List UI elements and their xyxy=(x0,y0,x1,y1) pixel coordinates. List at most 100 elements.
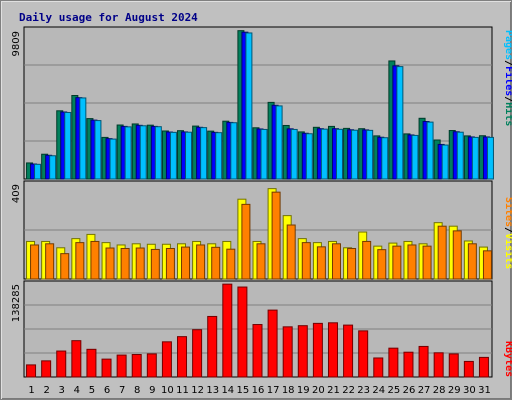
x-tick-label: 12 xyxy=(191,385,204,396)
bar-pages xyxy=(260,128,268,180)
bar-kbytes xyxy=(418,345,429,378)
x-tick-label: 19 xyxy=(297,385,310,396)
bar-kbytes xyxy=(282,326,293,378)
bar-kbytes xyxy=(448,353,459,378)
x-tick-label: 21 xyxy=(327,385,340,396)
bar-sites xyxy=(392,245,402,280)
bar-sites xyxy=(241,203,251,280)
bar-pages xyxy=(320,128,328,180)
bar-sites xyxy=(377,249,387,280)
legend-entry: Files xyxy=(503,66,512,96)
bar-kbytes xyxy=(116,354,127,378)
bar-pages xyxy=(169,131,177,180)
bar-kbytes xyxy=(237,286,248,378)
legend: Sites/Visits xyxy=(503,197,512,269)
bar-kbytes xyxy=(327,322,338,378)
bar-sites xyxy=(362,240,372,280)
bar-pages xyxy=(441,144,449,180)
bar-pages xyxy=(64,111,72,180)
bar-sites xyxy=(437,225,447,280)
bar-pages xyxy=(245,32,253,180)
bar-sites xyxy=(482,250,492,280)
y-max-label: 409 xyxy=(11,184,22,203)
chart-title: Daily usage for August 2024 xyxy=(19,11,198,24)
bar-sites xyxy=(407,244,417,280)
bar-kbytes xyxy=(312,322,323,378)
bar-pages xyxy=(139,125,147,180)
x-tick-label: 25 xyxy=(388,385,401,396)
bar-pages xyxy=(215,132,223,180)
x-tick-label: 10 xyxy=(161,385,174,396)
bar-pages xyxy=(154,126,162,180)
x-tick-label: 28 xyxy=(433,385,446,396)
x-tick-label: 8 xyxy=(134,385,140,396)
bar-kbytes xyxy=(131,354,142,378)
bar-sites xyxy=(181,246,191,280)
bar-kbytes xyxy=(222,283,233,378)
x-tick-label: 17 xyxy=(267,385,280,396)
bar-pages xyxy=(305,133,313,180)
x-tick-label: 7 xyxy=(119,385,125,396)
panel-visits-sites: 409 Sites/Visits xyxy=(11,180,512,280)
bar-kbytes xyxy=(297,325,308,378)
bar-pages xyxy=(411,134,419,180)
bar-kbytes xyxy=(207,315,218,378)
x-tick-label: 16 xyxy=(252,385,265,396)
x-tick-label: 23 xyxy=(357,385,370,396)
bar-pages xyxy=(49,155,57,180)
bar-sites xyxy=(165,247,175,280)
x-tick-label: 14 xyxy=(221,385,234,396)
bar-kbytes xyxy=(478,356,489,378)
bar-kbytes xyxy=(252,324,263,378)
bar-kbytes xyxy=(86,348,97,378)
bar-pages xyxy=(426,121,434,180)
x-tick-label: 27 xyxy=(418,385,431,396)
bar-kbytes xyxy=(26,364,37,378)
bar-sites xyxy=(347,247,357,280)
bar-pages xyxy=(79,97,87,180)
x-tick-label: 11 xyxy=(176,385,189,396)
x-tick-label: 9 xyxy=(149,385,155,396)
bar-pages xyxy=(94,120,102,180)
bar-sites xyxy=(150,248,160,280)
legend-entry: Hits xyxy=(503,102,512,126)
legend: Pages/Files/Hits xyxy=(503,30,512,126)
bar-pages xyxy=(275,105,283,180)
bar-kbytes xyxy=(192,329,203,378)
bar-sites xyxy=(75,242,85,280)
x-tick-label: 20 xyxy=(312,385,325,396)
x-tick-label: 6 xyxy=(104,385,110,396)
bar-kbytes xyxy=(146,353,157,378)
legend-entry: / xyxy=(503,60,512,66)
legend-entry: Visits xyxy=(503,233,512,269)
x-tick-label: 4 xyxy=(74,385,80,396)
y-max-label: 9809 xyxy=(11,31,22,56)
bar-kbytes xyxy=(56,350,67,378)
legend-entry: Sites xyxy=(503,197,512,227)
bar-kbytes xyxy=(358,330,369,378)
bar-sites xyxy=(60,253,70,280)
bar-sites xyxy=(467,243,477,280)
legend-entry: KBytes xyxy=(503,341,512,377)
x-tick-label: 29 xyxy=(448,385,461,396)
bar-kbytes xyxy=(373,357,384,378)
bar-pages xyxy=(290,128,298,180)
bar-pages xyxy=(456,131,464,180)
bar-pages xyxy=(486,136,494,180)
x-tick-label: 24 xyxy=(372,385,385,396)
bar-kbytes xyxy=(101,358,112,378)
x-tick-label: 22 xyxy=(342,385,355,396)
legend-entry: / xyxy=(503,227,512,233)
bar-pages xyxy=(230,122,238,180)
legend-entry: Pages xyxy=(503,30,512,60)
bar-sites xyxy=(120,247,130,280)
y-max-label: 138285 xyxy=(11,284,22,322)
bar-sites xyxy=(331,243,341,280)
bar-kbytes xyxy=(403,351,414,378)
bar-sites xyxy=(105,247,115,280)
x-tick-label: 31 xyxy=(478,385,491,396)
panel-kbytes: 138285 KBytes xyxy=(11,280,512,378)
